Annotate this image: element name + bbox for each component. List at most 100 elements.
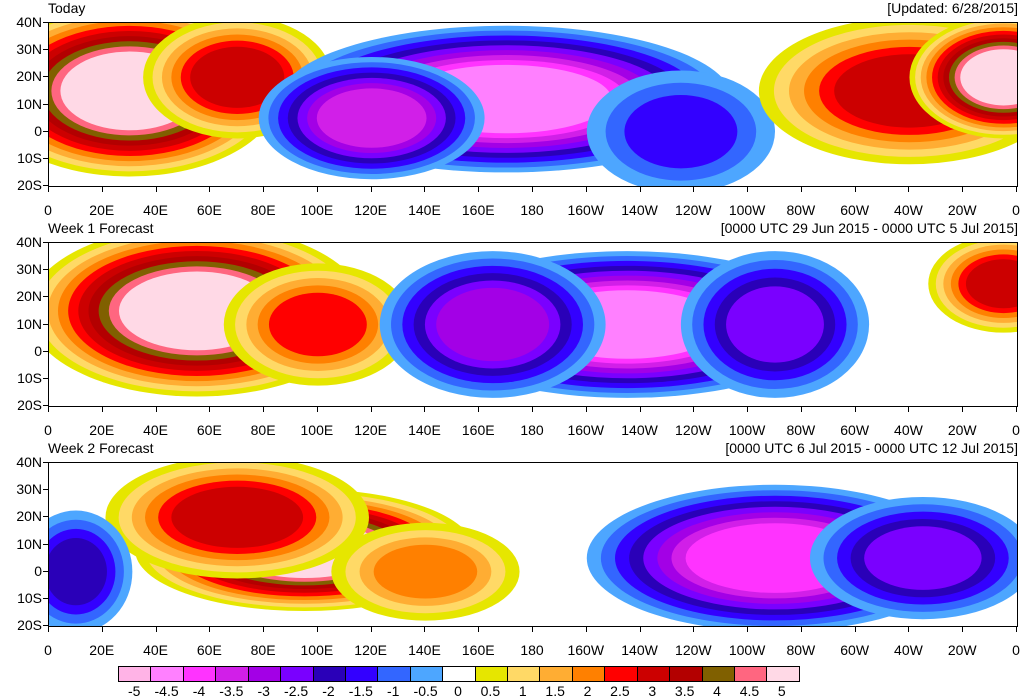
lon-tick <box>693 627 695 632</box>
lon-tick <box>747 627 749 632</box>
colorbar-label: 3 <box>648 683 657 699</box>
colorbar-label: 2 <box>583 683 592 699</box>
lon-tick <box>101 187 103 192</box>
contour-map <box>49 243 1017 398</box>
lon-tick-label: 40E <box>143 202 169 218</box>
panel-date-range: [0000 UTC 6 Jul 2015 - 0000 UTC 12 Jul 2… <box>725 440 1018 456</box>
colorbar-segment <box>767 667 799 681</box>
colorbar-segment <box>735 667 768 681</box>
lon-tick-label: 160E <box>461 642 495 658</box>
lon-tick <box>532 187 533 192</box>
contour-band <box>171 486 304 548</box>
lon-tick <box>908 627 910 632</box>
colorbar-label: 0.5 <box>480 683 501 699</box>
lon-tick <box>747 187 749 192</box>
lat-tick <box>43 377 48 379</box>
colorbar-label: -1.5 <box>348 683 373 699</box>
map-panel-week1: Week 1 Forecast [0000 UTC 29 Jun 2015 - … <box>0 220 1024 440</box>
colorbar-segment <box>605 667 638 681</box>
lon-tick-label: 0 <box>1012 422 1020 438</box>
colorbar-label: 4.5 <box>739 683 760 699</box>
colorbar-segment <box>475 667 509 681</box>
lon-tick <box>693 187 695 192</box>
colorbar-labels: -5 -4.5 -4 -3.5 -3 -2.5 -2 -1.5 -1 -0.5 0 0.5 1 1.5 2 2… <box>118 683 798 699</box>
lon-tick-label: 120E <box>354 422 388 438</box>
colorbar-segment <box>378 667 411 681</box>
lat-tick-label: 20N <box>16 68 42 85</box>
lon-tick-label: 160E <box>461 422 495 438</box>
lat-tick <box>43 543 48 545</box>
lon-tick <box>532 627 533 632</box>
lon-tick <box>800 627 802 632</box>
colorbar-label: 0 <box>454 683 462 699</box>
colorbar-segment <box>313 667 346 681</box>
lon-tick-label: 60W <box>840 422 870 438</box>
contour-band <box>965 259 1017 309</box>
colorbar-label: 3.5 <box>674 683 695 699</box>
lon-tick-label: 160W <box>567 422 605 438</box>
lon-tick-label: 100W <box>728 642 766 658</box>
lat-tick <box>43 516 48 518</box>
lon-tick <box>908 407 910 412</box>
lat-tick <box>43 625 48 626</box>
lat-tick-label: 40N <box>16 454 42 470</box>
lon-tick <box>747 407 749 412</box>
contour-band <box>960 49 1017 106</box>
colorbar-segment <box>410 667 444 681</box>
lon-tick-label: 20E <box>89 642 115 658</box>
lon-tick <box>854 407 856 412</box>
lon-tick-label: 80W <box>786 422 816 438</box>
lon-tick-label: 60E <box>196 642 222 658</box>
contour-band <box>316 88 427 148</box>
lat-tick <box>43 296 48 298</box>
colorbar <box>118 666 800 682</box>
lon-tick-label: 120W <box>675 642 712 658</box>
panel-title: Week 2 Forecast <box>48 440 154 456</box>
colorbar-label: 1.5 <box>545 683 565 699</box>
lon-tick <box>962 627 964 632</box>
lon-tick-label: 40E <box>143 642 169 658</box>
map-plot-area <box>48 462 1018 627</box>
lon-tick <box>155 407 157 412</box>
lon-tick <box>1016 407 1017 412</box>
lon-tick <box>639 627 641 632</box>
lon-tick-label: 100E <box>300 202 334 218</box>
contour-map <box>49 23 1017 186</box>
lon-tick <box>370 407 372 412</box>
lat-tick-label: 10N <box>16 315 42 332</box>
contour-band <box>49 538 107 606</box>
lon-tick-label: 60E <box>196 422 222 438</box>
lon-tick <box>908 187 910 192</box>
contour-band <box>373 544 478 599</box>
lon-tick <box>263 187 265 192</box>
lon-tick-label: 160W <box>567 202 605 218</box>
lon-tick <box>48 407 49 412</box>
lon-tick <box>101 627 103 632</box>
colorbar-label: -3 <box>257 683 270 699</box>
lon-tick <box>424 627 426 632</box>
lon-tick-label: 80W <box>786 642 816 658</box>
lon-tick <box>585 407 587 412</box>
lon-tick <box>316 627 318 632</box>
lon-tick <box>370 187 372 192</box>
lat-tick-label: 10N <box>16 95 42 112</box>
lon-tick <box>155 627 157 632</box>
lat-tick-label: 30N <box>16 481 42 498</box>
lon-tick-label: 60W <box>840 202 870 218</box>
lon-tick-label: 140E <box>408 422 441 438</box>
lat-tick-label: 20S <box>17 397 42 413</box>
colorbar-segment <box>183 667 217 681</box>
lon-tick <box>478 187 480 192</box>
lat-tick <box>43 323 48 325</box>
colorbar-label: -4 <box>192 683 206 699</box>
lon-tick <box>209 627 211 632</box>
lon-tick-label: 100E <box>300 422 334 438</box>
lon-tick-label: 0 <box>44 642 52 658</box>
map-panel-week2: Week 2 Forecast [0000 UTC 6 Jul 2015 - 0… <box>0 440 1024 660</box>
colorbar-segment <box>702 667 736 681</box>
lat-tick-label: 10S <box>17 369 42 386</box>
lat-tick-label: 40N <box>16 234 42 250</box>
lon-tick-label: 40W <box>894 202 923 218</box>
lon-tick <box>48 627 49 632</box>
lon-tick <box>263 627 265 632</box>
